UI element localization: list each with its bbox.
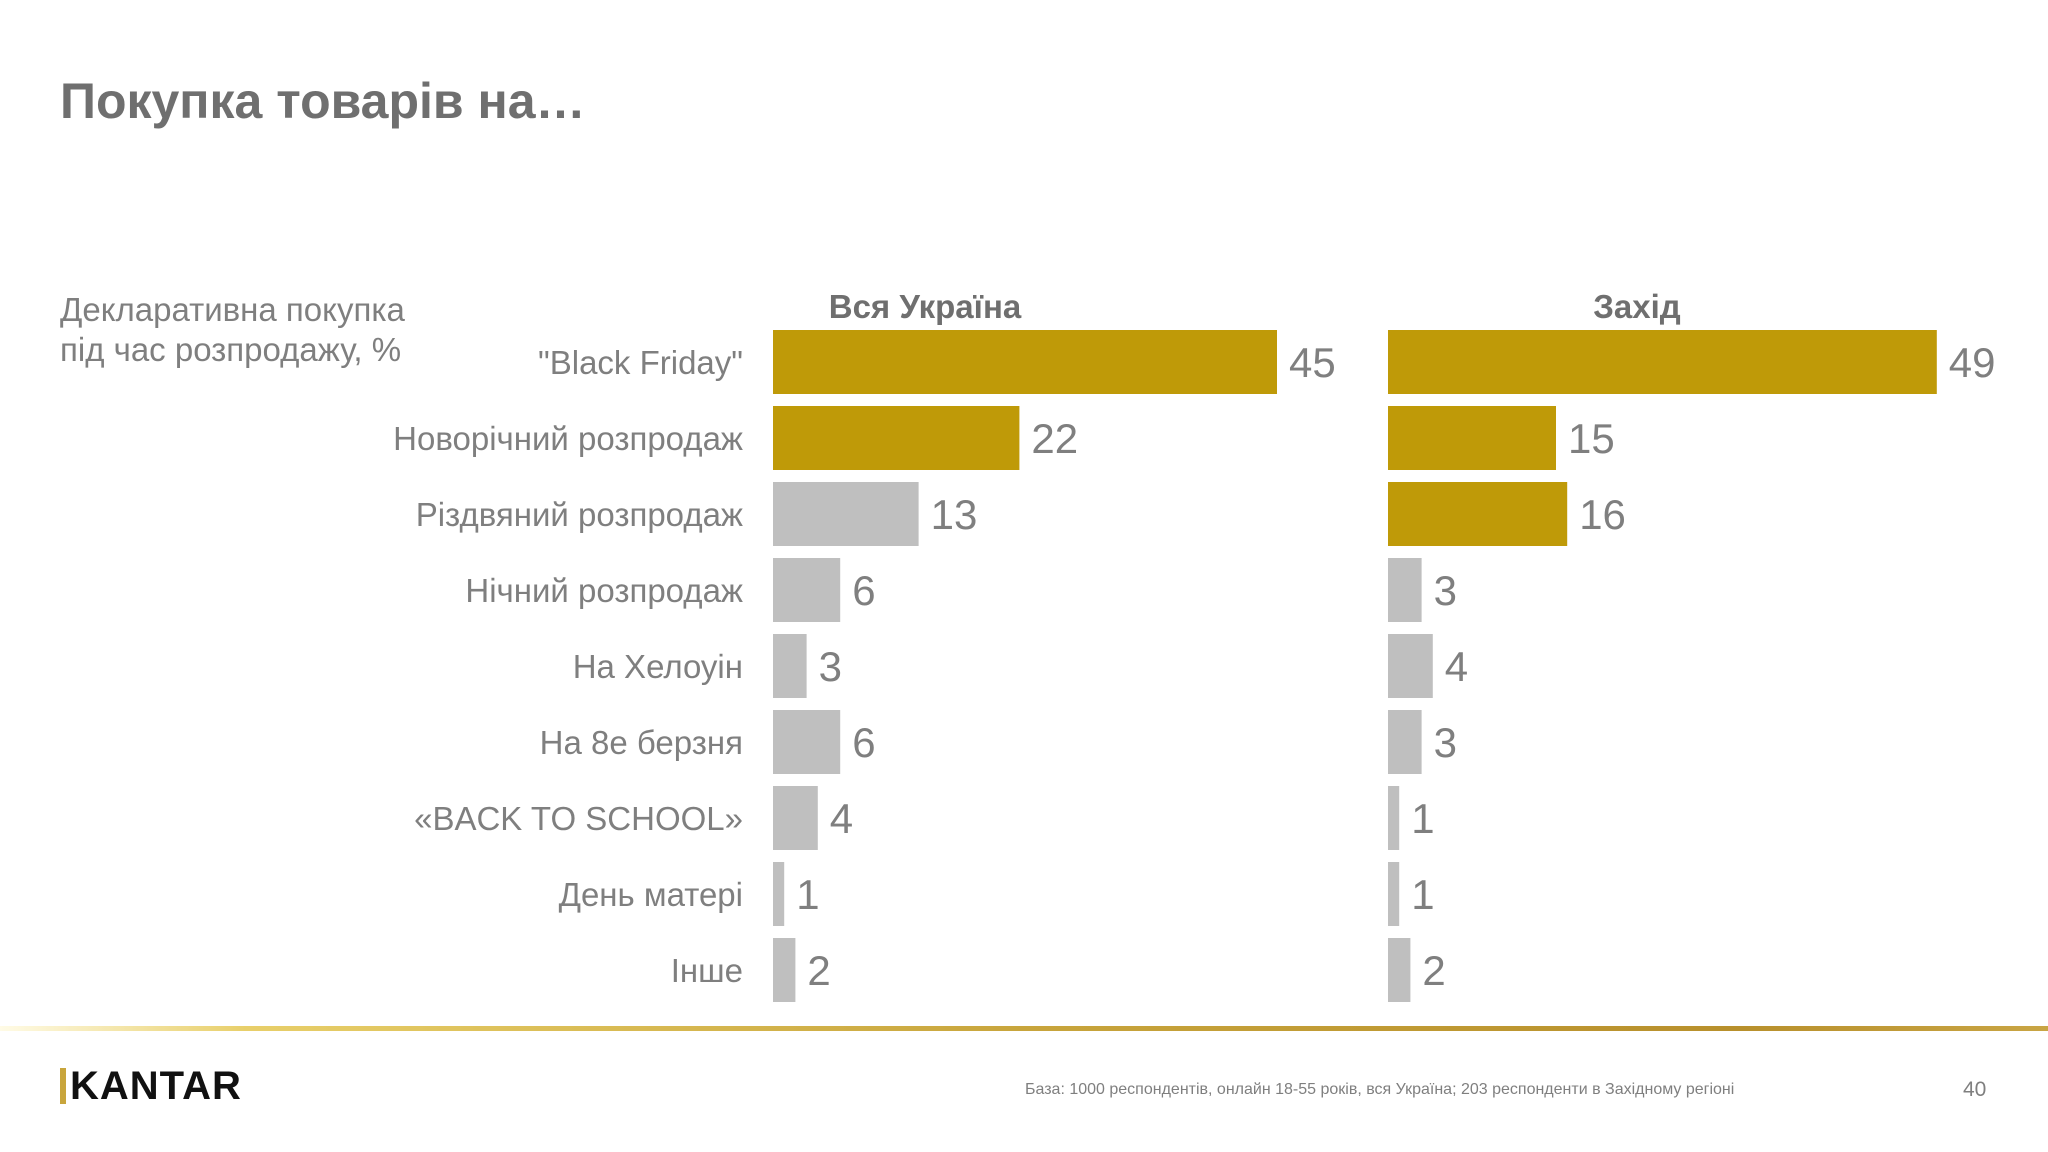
category-label: Інше bbox=[671, 952, 743, 989]
bar bbox=[1388, 482, 1568, 546]
data-label: 3 bbox=[1434, 719, 1457, 766]
bar bbox=[773, 330, 1277, 394]
category-label: "Black Friday" bbox=[538, 344, 743, 381]
panel-title: Захід bbox=[1593, 288, 1681, 325]
bar bbox=[1388, 786, 1400, 850]
data-label: 6 bbox=[852, 719, 875, 766]
data-label: 22 bbox=[1031, 415, 1078, 462]
bar bbox=[773, 406, 1020, 470]
data-label: 49 bbox=[1949, 339, 1996, 386]
data-label: 1 bbox=[796, 871, 819, 918]
category-label: Різдвяний розпродаж bbox=[416, 496, 743, 533]
subtitle-line-2: під час розпродажу, % bbox=[60, 331, 402, 368]
subtitle-line-1: Декларативна покупка bbox=[60, 291, 405, 328]
data-label: 13 bbox=[931, 491, 978, 538]
data-label: 6 bbox=[852, 567, 875, 614]
data-label: 16 bbox=[1579, 491, 1626, 538]
data-label: 4 bbox=[830, 795, 853, 842]
bar bbox=[773, 786, 818, 850]
bar bbox=[773, 938, 796, 1002]
bar bbox=[1388, 634, 1433, 698]
bar bbox=[1388, 710, 1422, 774]
slide-title: Покупка товарів на… bbox=[60, 73, 586, 129]
data-label: 15 bbox=[1568, 415, 1615, 462]
footnote: База: 1000 респондентів, онлайн 18-55 ро… bbox=[1025, 1081, 1735, 1098]
data-label: 3 bbox=[1434, 567, 1457, 614]
data-label: 45 bbox=[1289, 339, 1336, 386]
data-label: 3 bbox=[819, 643, 842, 690]
bar-chart: "Black Friday" Новорічний розпродаж Різдвя… bbox=[393, 288, 1996, 1002]
panel-title: Вся Україна bbox=[829, 288, 1022, 325]
bar bbox=[773, 558, 841, 622]
footer-divider bbox=[0, 1026, 2048, 1031]
page-number: 40 bbox=[1963, 1078, 1987, 1101]
category-label: На Хелоуін bbox=[573, 648, 743, 685]
data-label: 2 bbox=[1422, 947, 1445, 994]
bar bbox=[1388, 406, 1556, 470]
kantar-logo: KANTAR bbox=[60, 1064, 242, 1109]
bar bbox=[1388, 938, 1411, 1002]
bar bbox=[773, 710, 841, 774]
bar bbox=[773, 634, 807, 698]
category-label: Нічний розпродаж bbox=[465, 572, 743, 609]
category-label: День матері bbox=[559, 876, 743, 913]
data-label: 1 bbox=[1411, 795, 1434, 842]
bar bbox=[773, 482, 919, 546]
data-label: 1 bbox=[1411, 871, 1434, 918]
bar bbox=[773, 862, 785, 926]
bar bbox=[1388, 558, 1422, 622]
chart-subtitle: Декларативна покупка під час розпродажу,… bbox=[60, 290, 480, 370]
data-label: 4 bbox=[1445, 643, 1468, 690]
category-label: «BACK TO SCHOOL» bbox=[414, 800, 743, 837]
category-label: На 8е берзня bbox=[540, 724, 743, 761]
bar bbox=[1388, 862, 1400, 926]
category-label: Новорічний розпродаж bbox=[393, 420, 743, 457]
bar bbox=[1388, 330, 1937, 394]
data-label: 2 bbox=[807, 947, 830, 994]
